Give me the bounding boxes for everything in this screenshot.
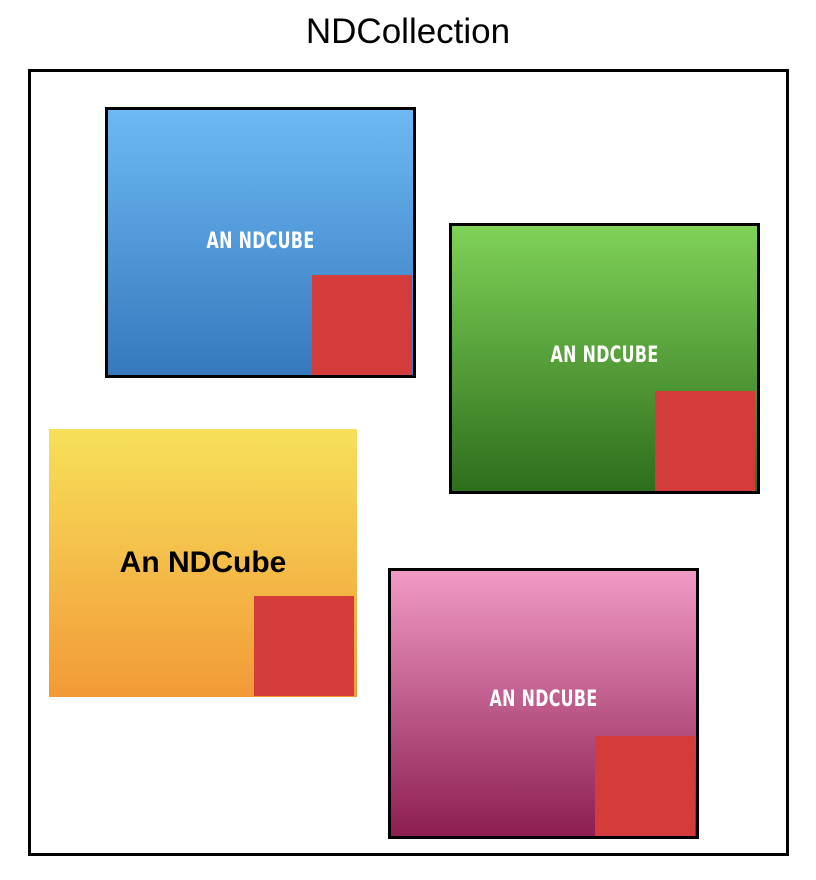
- ndcube-corner-marker: [312, 275, 412, 375]
- ndcube-pink: AN NDCUBE: [388, 568, 699, 839]
- ndcube-green: AN NDCUBE: [449, 223, 760, 494]
- ndcube-blue: AN NDCUBE: [105, 107, 416, 378]
- ndcube-label: AN NDCUBE: [206, 229, 315, 254]
- ndcube-label: An NDCube: [119, 546, 287, 579]
- ndcube-label: AN NDCUBE: [489, 687, 598, 712]
- ndcube-corner-marker: [254, 596, 354, 696]
- ndcube-corner-marker: [655, 391, 755, 491]
- collection-title: NDCollection: [305, 12, 511, 51]
- ndcube-corner-marker: [595, 736, 695, 836]
- ndcube-label: AN NDCUBE: [550, 343, 659, 368]
- ndcube-yellow: An NDCube: [49, 429, 357, 697]
